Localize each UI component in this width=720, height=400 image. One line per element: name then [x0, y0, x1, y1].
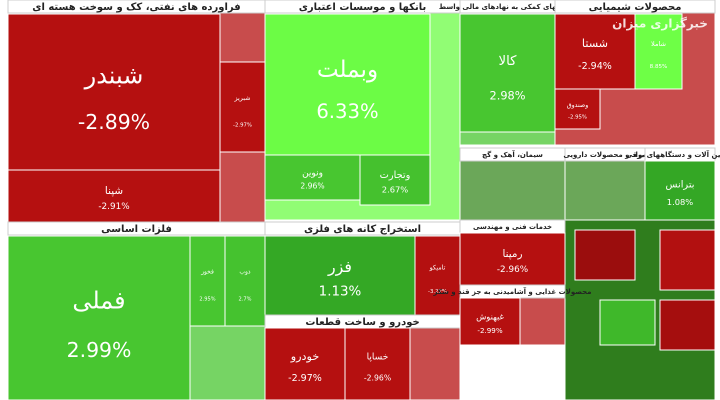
sector-title: خدمات فنی و مهندسی: [473, 223, 552, 231]
sector-title: بانکها و موسسات اعتباری: [299, 2, 426, 13]
sector-title: خودرو و ساخت قطعات: [305, 317, 419, 328]
tile-value: -2.96%: [364, 373, 391, 382]
tile: [189, 235, 226, 327]
tile-label: شاملا: [651, 40, 666, 48]
tile-value: -2.97%: [288, 373, 322, 384]
sector-title: ماشین آلات و دستگاههای برقی: [626, 150, 720, 159]
sector-title: سیمان، آهک و گچ: [482, 150, 543, 159]
tile: [644, 160, 716, 221]
tile-label: شبندر: [84, 61, 144, 89]
sector-title: مواد و محصولات دارویی: [563, 151, 646, 159]
tile-label: وبملت: [317, 57, 378, 83]
tile-label: بترانس: [665, 180, 694, 191]
tile-label: غبهنوش: [476, 311, 504, 321]
sector-header: [554, 0, 716, 14]
tile-label: وتجارت: [380, 170, 411, 181]
sector-title: فلزات اساسی: [101, 224, 172, 235]
tile: [7, 13, 221, 171]
tile-value: 2.99%: [67, 338, 132, 362]
tile-label: شستا: [582, 37, 608, 50]
tile-value: -2.97%: [233, 123, 252, 129]
tile: [264, 235, 416, 316]
tile: [459, 13, 556, 133]
sector-title: استخراج کانه های فلزی: [304, 224, 421, 235]
minor-tile: [574, 229, 636, 281]
tile-label: شپنا: [105, 185, 123, 197]
sector-title: محصولات شیمیایی: [589, 2, 682, 13]
tile-value: -2.91%: [98, 202, 129, 212]
tile-value: -2.99%: [477, 326, 502, 335]
tile-label: فملی: [72, 287, 125, 315]
sector-title: فراورده های نفتی، کک و سوخت هسته ای: [32, 2, 240, 13]
tile-label: تامیکو: [429, 265, 446, 272]
tile-value: 6.33%: [316, 100, 378, 123]
tile: [264, 327, 346, 400]
tile-label: خساپا: [367, 352, 389, 362]
tile-value: 2.95%: [199, 297, 215, 303]
tile: [7, 169, 221, 223]
tile-label: فزر: [327, 257, 352, 277]
tile-value: 2.96%: [300, 182, 324, 191]
tile-label: فخوز: [200, 269, 214, 276]
tile-value: -2.89%: [78, 110, 150, 134]
tile-value: -2.95%: [568, 115, 587, 121]
tile-value: 2.67%: [382, 185, 409, 195]
minor-tile: [659, 229, 716, 291]
tile: [219, 61, 266, 153]
tile-value: -3.22%: [428, 289, 447, 295]
tile-value: 1.08%: [667, 197, 694, 207]
tile-label: خودرو: [290, 350, 320, 364]
tile: [264, 154, 361, 201]
tile-value: 1.13%: [319, 284, 362, 299]
tile-label: وصندوق: [567, 102, 589, 109]
tile: [264, 13, 431, 156]
tile-label: شبریز: [234, 95, 251, 102]
tile-value: -2.94%: [578, 61, 612, 72]
tile: [634, 13, 683, 90]
tile: [224, 235, 266, 327]
watermark: خبرگزاری میزان: [612, 17, 708, 31]
tile-value: 8.85%: [650, 64, 668, 70]
tile: [414, 235, 461, 316]
sector-title: فعالیتهای کمکی به نهادهای مالی واسط: [439, 3, 577, 11]
minor-tile: [599, 299, 656, 346]
tile-label: ونوین: [302, 169, 323, 179]
tile: [459, 232, 566, 286]
tile-value: -2.96%: [497, 265, 528, 275]
tile-label: کالا: [499, 54, 518, 69]
tile-label: ذوب: [239, 269, 251, 276]
tile: [359, 154, 431, 206]
minor-tile: [659, 299, 716, 351]
tile: [344, 327, 411, 400]
tile-label: رمپنا: [502, 248, 522, 260]
tile-value: 2.98%: [490, 90, 526, 103]
sector-title: محصولات غذایی و آشامیدنی به جز قند و شکر: [433, 287, 592, 296]
tile: [459, 297, 521, 346]
tile: [7, 235, 191, 400]
tile-value: 2.7%: [239, 297, 252, 303]
tile: [554, 88, 601, 130]
